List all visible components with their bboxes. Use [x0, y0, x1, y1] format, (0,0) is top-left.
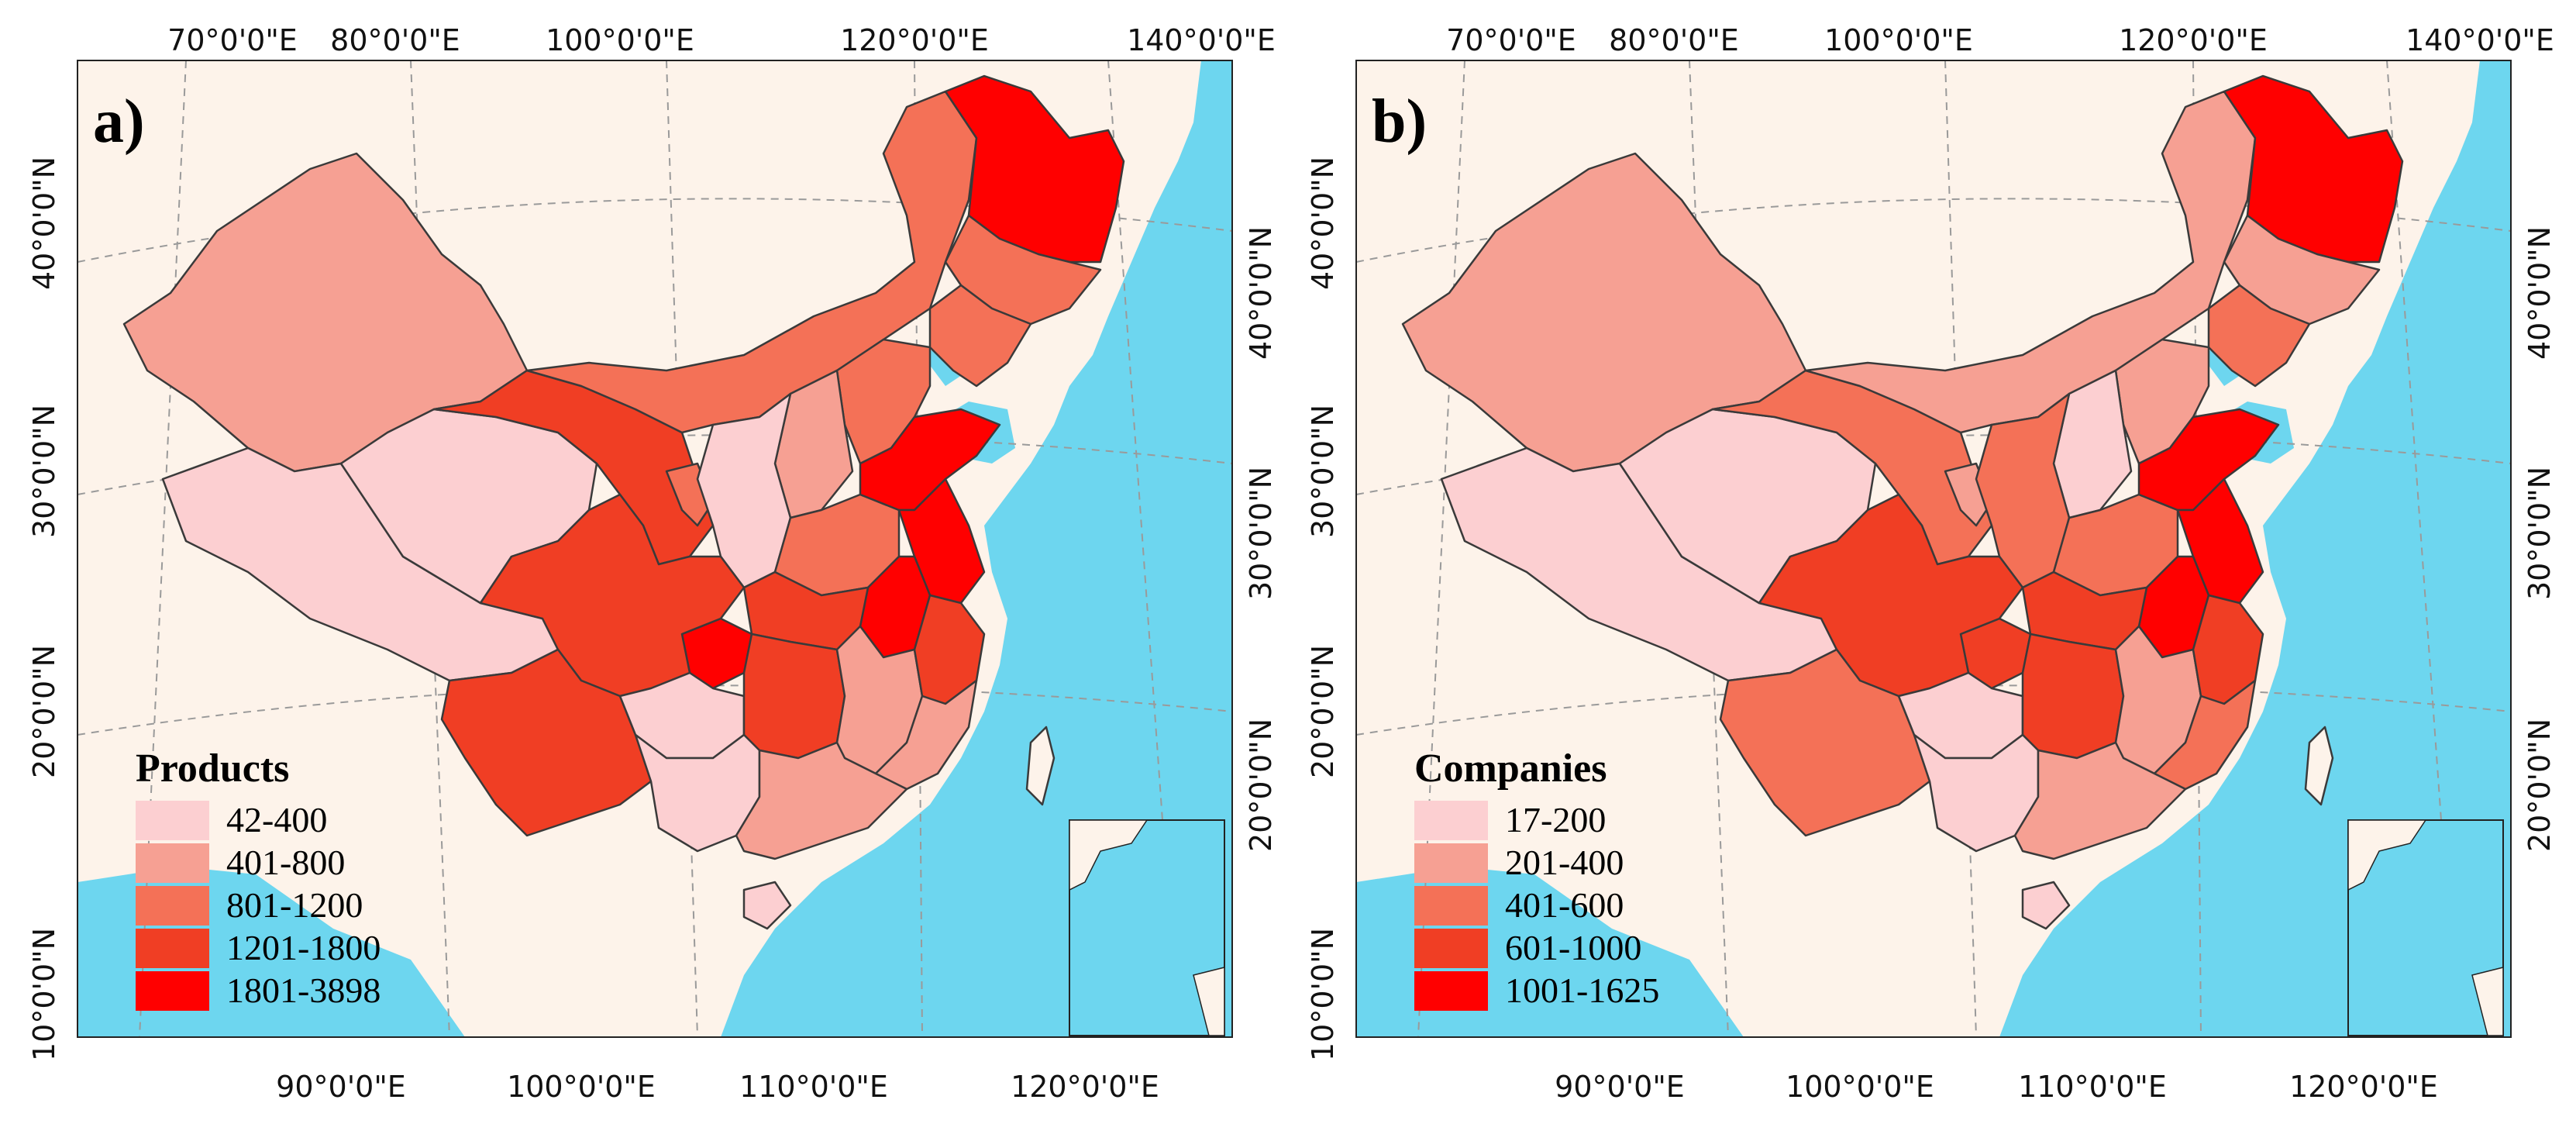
province-guangdong [2013, 741, 2187, 860]
province-taiwan [2304, 726, 2334, 806]
province-hainan [2021, 881, 2071, 930]
tick-label: 40°0'0"N [2523, 226, 2557, 360]
province-taiwan [1025, 726, 1056, 806]
south-china-sea-inset [1069, 819, 1225, 1036]
legend-swatch [1414, 843, 1488, 883]
tick-label: 20°0'0"N [1244, 719, 1278, 852]
tick-label: 100°0'0"E [1824, 23, 1973, 57]
axis-ticks: 70°0'0"E 80°0'0"E 100°0'0"E 120°0'0"E 140°0'… [27, 23, 2557, 1104]
tick-label: 80°0'0"E [330, 23, 460, 57]
province-yunnan [1719, 648, 1931, 837]
tick-label: 40°0'0"N [27, 157, 61, 290]
tick-label: 20°0'0"N [1306, 645, 1340, 778]
legend-swatch [1414, 929, 1488, 968]
province-hainan [742, 881, 792, 930]
legend-label: 401-800 [226, 843, 345, 882]
inset-land [1193, 967, 1225, 1036]
legend-label: 601-1000 [1505, 928, 1641, 967]
tick-label: 30°0'0"N [1244, 467, 1278, 600]
tick-label: 100°0'0"E [546, 23, 694, 57]
legend-label: 1201-1800 [226, 928, 381, 967]
sea-area [1999, 60, 2511, 1037]
tick-label: 40°0'0"N [1306, 157, 1340, 290]
tick-label: 120°0'0"E [2119, 23, 2268, 57]
legend: Companies 17-200 201-400401-600601-100010… [1414, 746, 1659, 1011]
province-hunan [742, 633, 846, 760]
legend: Products 42-400 401-800801-12001201-18001… [136, 746, 381, 1011]
legend-swatch [1414, 801, 1488, 840]
tick-label: 70°0'0"E [167, 23, 298, 57]
map-body [77, 60, 1233, 1038]
tick-label: 120°0'0"E [2289, 1070, 2438, 1104]
map-panel-a: a) Products 42-400 401-800801-12001201-18… [77, 60, 1233, 1038]
tick-label: 80°0'0"E [1609, 23, 1739, 57]
tick-label: 10°0'0"N [1306, 928, 1340, 1061]
province-shandong [859, 408, 1001, 512]
map-frame [1355, 60, 2512, 1038]
tick-label: 30°0'0"N [27, 405, 61, 538]
south-china-sea-inset [2347, 819, 2504, 1036]
tick-label: 70°0'0"E [1446, 23, 1576, 57]
legend-swatch [136, 886, 209, 926]
panel-label: b) [1372, 88, 1427, 156]
map-panel-b: b) Companies 17-200 201-400401-600601-100… [1355, 60, 2512, 1038]
legend-label: 42-400 [226, 800, 327, 839]
tick-label: 140°0'0"E [2406, 23, 2554, 57]
map-frame [77, 60, 1233, 1038]
legend-label: 17-200 [1505, 800, 1606, 839]
legend-title: Companies [1414, 746, 1607, 791]
tick-label: 30°0'0"N [1306, 405, 1340, 538]
legend-swatch [136, 843, 209, 883]
panel-label: a) [93, 88, 145, 156]
province-yunnan [440, 648, 653, 837]
sea-area [721, 60, 1232, 1037]
province-liaoning [928, 284, 1032, 388]
province-guangdong [735, 741, 908, 860]
tick-label: 20°0'0"N [2523, 719, 2557, 852]
legend-label: 201-400 [1505, 843, 1624, 882]
tick-label: 20°0'0"N [27, 645, 61, 778]
legend-label: 1001-1625 [1505, 970, 1659, 1010]
legend-label: 401-600 [1505, 885, 1624, 925]
inset-land [2347, 819, 2427, 891]
tick-label: 90°0'0"E [276, 1070, 406, 1104]
legend-swatch [136, 929, 209, 968]
provinces [1401, 74, 2404, 930]
province-jilin [944, 214, 1102, 326]
province-hunan [2021, 633, 2125, 760]
legend-label: 801-1200 [226, 885, 363, 925]
inset-land [1069, 819, 1149, 891]
province-jilin [2223, 214, 2381, 326]
legend-label: 1801-3898 [226, 970, 381, 1010]
legend-swatch [1414, 886, 1488, 926]
tick-label: 30°0'0"N [2523, 467, 2557, 600]
tick-label: 100°0'0"E [507, 1070, 656, 1104]
legend-swatch [136, 971, 209, 1011]
tick-label: 100°0'0"E [1786, 1070, 1934, 1104]
tick-label: 120°0'0"E [840, 23, 989, 57]
legend-swatch [1414, 971, 1488, 1011]
tick-label: 90°0'0"E [1555, 1070, 1685, 1104]
legend-swatch [136, 801, 209, 840]
tick-label: 140°0'0"E [1127, 23, 1276, 57]
inset-land [2471, 967, 2504, 1036]
tick-label: 110°0'0"E [739, 1070, 888, 1104]
tick-label: 110°0'0"E [2018, 1070, 2167, 1104]
tick-label: 40°0'0"N [1244, 226, 1278, 360]
tick-label: 10°0'0"N [27, 928, 61, 1061]
province-shandong [2137, 408, 2280, 512]
provinces [122, 74, 1125, 930]
tick-label: 120°0'0"E [1011, 1070, 1159, 1104]
province-liaoning [2207, 284, 2311, 388]
legend-title: Products [136, 746, 289, 791]
